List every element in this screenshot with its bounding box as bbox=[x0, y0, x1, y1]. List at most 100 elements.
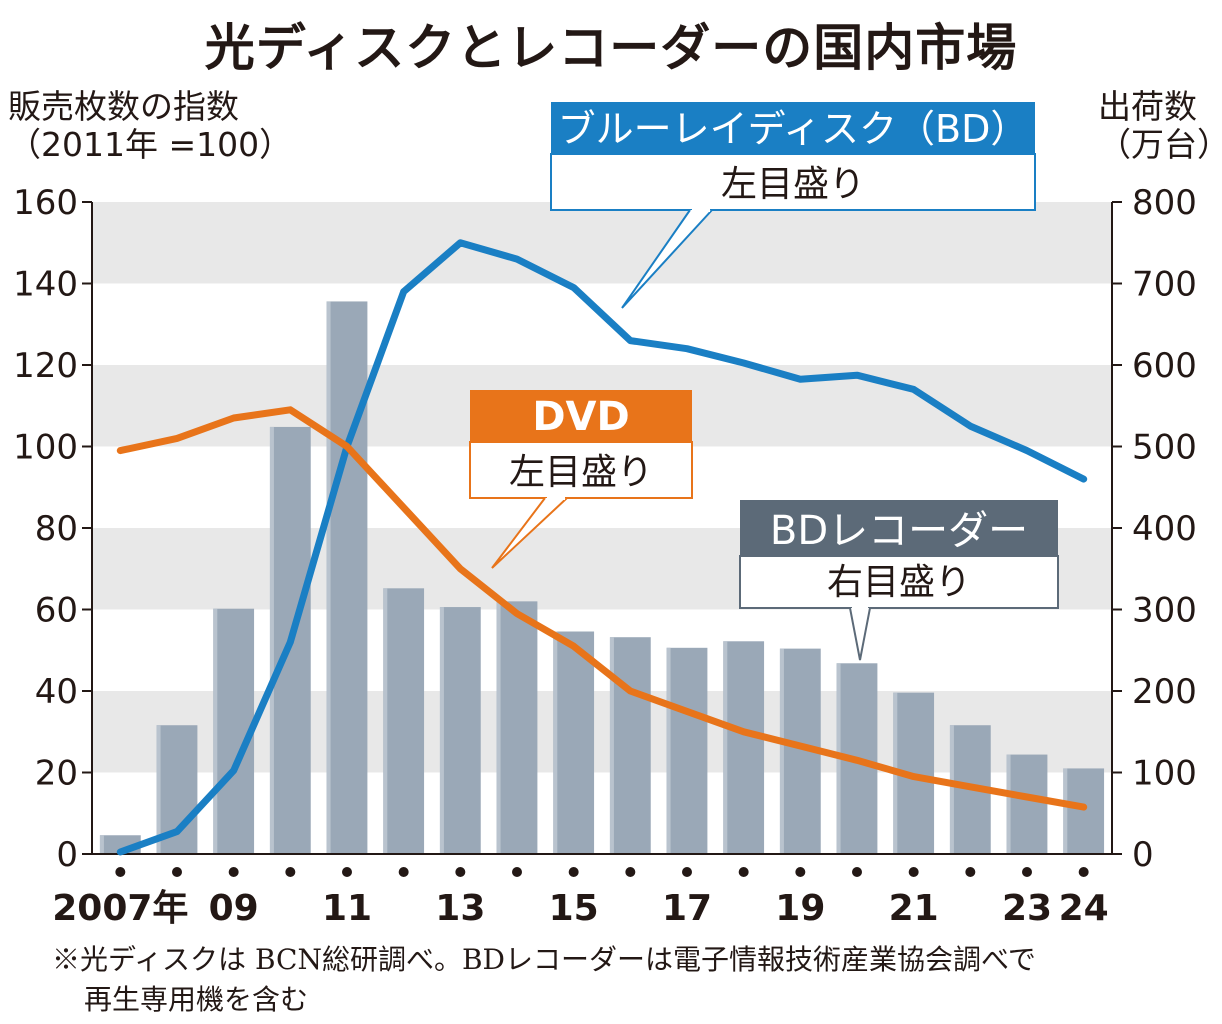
x-tick-dot-2013 bbox=[455, 867, 466, 877]
x-tick-label-2011: 11 bbox=[322, 888, 372, 929]
x-tick-label-2017: 17 bbox=[662, 888, 712, 929]
line-dvd bbox=[116, 406, 1088, 811]
callout-recorder-sub: 右目盛り bbox=[827, 562, 971, 603]
x-tick-dot-2014 bbox=[512, 867, 522, 877]
x-tick-dot-2023 bbox=[1022, 867, 1032, 877]
right-axis-title: 出荷数 （万台） bbox=[1098, 88, 1222, 164]
x-tick-dot-2007 bbox=[115, 867, 126, 877]
bar-highlight-2013 bbox=[439, 607, 444, 854]
x-tick-label-2015: 15 bbox=[549, 888, 599, 929]
x-tick-label-2019: 19 bbox=[775, 888, 825, 929]
left-axis-title-line2: （2011年 =100） bbox=[8, 125, 293, 164]
chart-title: 光ディスクとレコーダーの国内市場 bbox=[204, 19, 1018, 77]
x-tick-dot-2019 bbox=[795, 867, 806, 877]
left-tick-label: 60 bbox=[35, 591, 78, 631]
right-tick-label: 400 bbox=[1132, 509, 1197, 549]
right-axis-title-line2: （万台） bbox=[1098, 125, 1222, 164]
bar-highlight-2018 bbox=[723, 641, 728, 854]
callout-recorder-title: BDレコーダー bbox=[770, 508, 1028, 554]
callout-dvd-sub-box bbox=[469, 441, 693, 499]
line-bd bbox=[116, 239, 1088, 856]
x-tick-dot-2021 bbox=[908, 867, 919, 877]
x-tick-dot-2008 bbox=[172, 867, 182, 877]
bar-highlight-2015 bbox=[553, 631, 558, 854]
bar-highlight-2012 bbox=[383, 588, 388, 854]
footnote-line2: 再生専用機を含む bbox=[84, 983, 309, 1016]
callout-bd-pointer bbox=[621, 209, 713, 309]
bar-2024 bbox=[1063, 768, 1105, 854]
callout-recorder-header-bg bbox=[740, 500, 1058, 556]
x-tick-dot-2017 bbox=[682, 867, 692, 877]
bar-highlight-2022 bbox=[949, 725, 954, 854]
bar-2018 bbox=[723, 641, 765, 854]
x-tick-dot-2022 bbox=[965, 867, 976, 877]
bar-highlight-2014 bbox=[496, 601, 501, 854]
right-tick-label: 500 bbox=[1132, 428, 1197, 468]
bar-highlight-2019 bbox=[779, 648, 784, 854]
x-tick-label-2021: 21 bbox=[889, 888, 939, 929]
x-tick-label-2007: 2007年 bbox=[52, 888, 188, 929]
left-axis-title: 販売枚数の指数 （2011年 =100） bbox=[8, 88, 292, 164]
right-axis-title-line1: 出荷数 bbox=[1098, 87, 1197, 126]
bar-highlight-2008 bbox=[156, 725, 161, 854]
footnote-line1: ※光ディスクは BCN総研調べ。BDレコーダーは電子情報技術産業協会調べで bbox=[52, 943, 1036, 976]
callout-bd-title: ブルーレイディスク（BD） bbox=[558, 107, 1029, 151]
bar-2017 bbox=[666, 647, 708, 854]
x-tick-dot-2012 bbox=[398, 867, 409, 877]
callout-dvd-pointer bbox=[491, 497, 568, 569]
left-tick-label: 120 bbox=[13, 346, 78, 386]
left-tick-label: 0 bbox=[56, 835, 78, 875]
line-series bbox=[116, 239, 1088, 856]
callout-bd: ブルーレイディスク（BD） 左目盛り bbox=[550, 102, 1036, 309]
bar-2011 bbox=[326, 301, 368, 854]
right-tick-label: 100 bbox=[1132, 754, 1197, 794]
callout-bd-sub-box bbox=[550, 153, 1036, 211]
callout-recorder-sub-box bbox=[739, 555, 1059, 609]
bar-highlight-2023 bbox=[1006, 754, 1011, 854]
right-tick-label: 600 bbox=[1132, 346, 1197, 386]
bar-highlight-2010 bbox=[269, 426, 274, 854]
x-tick-dot-2016 bbox=[625, 867, 636, 877]
x-tick-label-2024: 24 bbox=[1059, 888, 1109, 929]
x-tick-dot-2011 bbox=[342, 867, 352, 877]
left-tick-label: 40 bbox=[35, 672, 78, 712]
right-tick-label: 0 bbox=[1132, 835, 1154, 875]
callout-dvd-sub: 左目盛り bbox=[509, 452, 653, 493]
bar-2012 bbox=[383, 588, 425, 854]
bar-2016 bbox=[609, 637, 651, 854]
left-tick-label: 100 bbox=[13, 428, 78, 468]
bar-highlight-2016 bbox=[609, 637, 614, 854]
grid-band bbox=[92, 202, 1112, 284]
x-tick-label-2013: 13 bbox=[435, 888, 485, 929]
bar-highlight-2009 bbox=[213, 608, 218, 854]
axes: 0 20 40 60 80 100 120 140 160 0 100 200 300 400 500 600… bbox=[13, 183, 1197, 929]
bar-2015 bbox=[553, 631, 595, 854]
bar-2013 bbox=[439, 607, 481, 854]
bar-highlight-2017 bbox=[666, 647, 671, 854]
bar-2014 bbox=[496, 601, 538, 854]
left-tick-label: 160 bbox=[13, 183, 78, 223]
bar-highlight-2007 bbox=[99, 835, 104, 854]
callout-bd-sub: 左目盛り bbox=[721, 164, 865, 205]
bar-highlight-2024 bbox=[1063, 768, 1068, 854]
x-tick-dot-2024 bbox=[1078, 867, 1089, 877]
left-tick-label: 20 bbox=[35, 754, 78, 794]
bar-highlight-2011 bbox=[326, 301, 331, 854]
bar-2023 bbox=[1006, 754, 1048, 854]
right-tick-label: 200 bbox=[1132, 672, 1197, 712]
left-tick-label: 140 bbox=[13, 265, 78, 305]
x-tick-dot-2010 bbox=[285, 867, 296, 877]
x-tick-dot-2020 bbox=[852, 867, 862, 877]
x-tick-dot-2009 bbox=[228, 867, 239, 877]
left-tick-label: 80 bbox=[35, 509, 78, 549]
right-tick-label: 800 bbox=[1132, 183, 1197, 223]
footnote: ※光ディスクは BCN総研調べ。BDレコーダーは電子情報技術産業協会調べで 再生… bbox=[52, 940, 1036, 1020]
callout-recorder-pointer bbox=[849, 607, 871, 661]
bar-series-bd-recorder bbox=[99, 301, 1105, 854]
right-tick-label: 700 bbox=[1132, 265, 1197, 305]
left-axis-title-line1: 販売枚数の指数 bbox=[8, 87, 239, 126]
x-tick-label-2009: 09 bbox=[209, 888, 259, 929]
